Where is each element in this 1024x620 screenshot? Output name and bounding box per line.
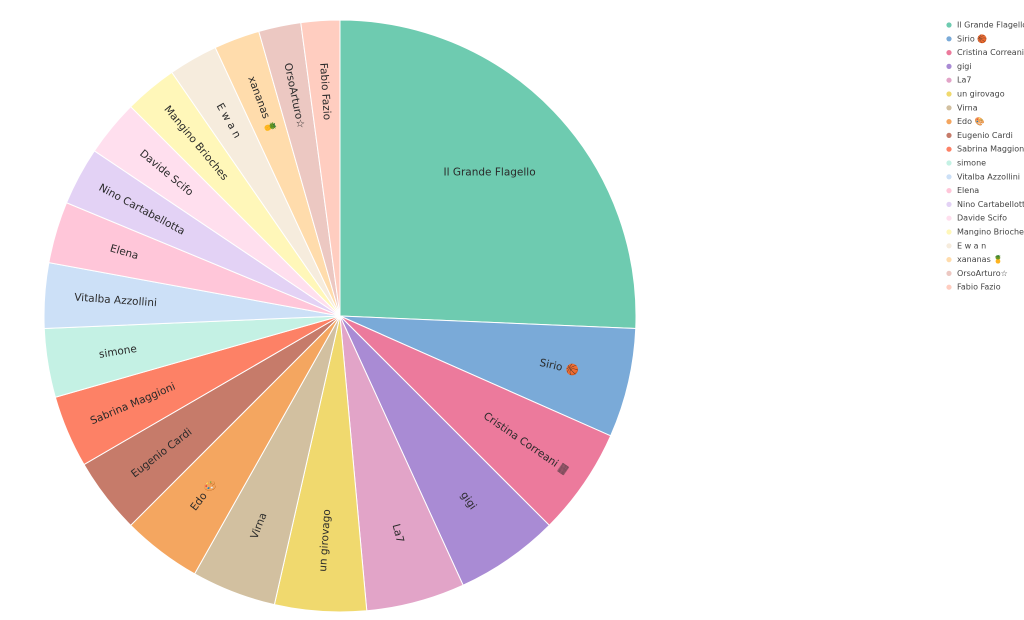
legend-label: xananas 🍍: [957, 254, 1003, 264]
legend-swatch: [946, 229, 952, 235]
legend-label: Cristina Correani 🀫: [957, 48, 1024, 57]
legend-label: La7: [957, 76, 971, 85]
legend-item-xananas[interactable]: xananas 🍍: [946, 254, 1003, 264]
legend-swatch: [946, 91, 952, 97]
legend-swatch: [946, 215, 952, 221]
legend-swatch: [946, 119, 952, 125]
slice-label-un-girovago: un girovago: [317, 509, 333, 572]
legend-label: Sabrina Maggioni: [957, 145, 1024, 154]
legend-item-la7[interactable]: La7: [946, 76, 971, 85]
legend-swatch: [946, 77, 952, 83]
legend-swatch: [946, 284, 952, 290]
legend-item-davide-scifo[interactable]: Davide Scifo: [946, 214, 1007, 223]
legend-label: gigi: [957, 62, 972, 71]
legend-swatch: [946, 201, 952, 207]
legend-item-vitalba-azzollini[interactable]: Vitalba Azzollini: [946, 172, 1020, 181]
legend-label: Fabio Fazio: [957, 283, 1001, 292]
legend-label: E w a n: [957, 241, 986, 250]
legend-label: Eugenio Cardi: [957, 131, 1013, 140]
legend-item-cristina-correani[interactable]: Cristina Correani 🀫: [946, 48, 1024, 57]
slice-label-fabio-fazio: Fabio Fazio: [317, 63, 333, 121]
legend-item-nino-cartabellotta[interactable]: Nino Cartabellotta: [946, 200, 1024, 209]
legend-item-un-girovago[interactable]: un girovago: [946, 90, 1005, 99]
legend-swatch: [946, 243, 952, 249]
legend-swatch: [946, 22, 952, 28]
pie-slices: [43, 19, 637, 613]
legend-item-sabrina-maggioni[interactable]: Sabrina Maggioni: [946, 145, 1024, 154]
legend-item-eugenio-cardi[interactable]: Eugenio Cardi: [946, 131, 1013, 140]
legend-swatch: [946, 36, 952, 42]
legend-swatch: [946, 132, 952, 138]
legend-label: Elena: [957, 186, 979, 195]
legend-item-elena[interactable]: Elena: [946, 186, 979, 195]
legend-label: Edo 🎨: [957, 116, 985, 126]
legend-swatch: [946, 146, 952, 152]
slice-label-simone: simone: [98, 343, 138, 361]
legend-item-gigi[interactable]: gigi: [946, 62, 972, 71]
pie-slice-il-grande-flagello[interactable]: [339, 19, 637, 330]
legend-label: Vitalba Azzollini: [957, 172, 1020, 181]
legend-label: Virna: [957, 103, 978, 112]
legend-swatch: [946, 188, 952, 194]
legend-label: Mangino Brioches: [957, 228, 1024, 237]
legend-item-fabio-fazio[interactable]: Fabio Fazio: [946, 283, 1001, 292]
legend: Il Grande Flagello Sirio 🏀 Cristina Correa…: [946, 21, 1024, 292]
legend-swatch: [946, 174, 952, 180]
legend-item-il-grande-flagello[interactable]: Il Grande Flagello: [946, 21, 1024, 30]
legend-label: Sirio 🏀: [957, 33, 987, 44]
legend-label: Davide Scifo: [957, 214, 1007, 223]
legend-label: OrsoArturo☆: [957, 269, 1008, 278]
slice-label-la7: La7: [390, 523, 406, 544]
legend-item-edo[interactable]: Edo 🎨: [946, 116, 985, 126]
slice-label-il-grande-flagello: Il Grande Flagello: [444, 167, 536, 179]
legend-swatch: [946, 257, 952, 263]
legend-swatch: [946, 50, 952, 56]
pie-slice-fabio-fazio[interactable]: [300, 19, 341, 317]
legend-swatch: [946, 270, 952, 276]
legend-label: un girovago: [957, 90, 1005, 99]
legend-item-virna[interactable]: Virna: [946, 103, 978, 112]
legend-item-e-w-a-n[interactable]: E w a n: [946, 241, 986, 250]
legend-swatch: [946, 63, 952, 69]
legend-swatch: [946, 160, 952, 166]
legend-item-simone[interactable]: simone: [946, 159, 986, 168]
legend-item-sirio[interactable]: Sirio 🏀: [946, 33, 987, 44]
legend-swatch: [946, 105, 952, 111]
slice-label-vitalba-azzollini: Vitalba Azzollini: [74, 292, 157, 310]
legend-item-mangino-brioches[interactable]: Mangino Brioches: [946, 228, 1024, 237]
legend-label: Il Grande Flagello: [957, 21, 1024, 30]
legend-label: Nino Cartabellotta: [957, 200, 1024, 209]
legend-label: simone: [957, 159, 986, 168]
legend-item-orsoarturo[interactable]: OrsoArturo☆: [946, 269, 1008, 278]
